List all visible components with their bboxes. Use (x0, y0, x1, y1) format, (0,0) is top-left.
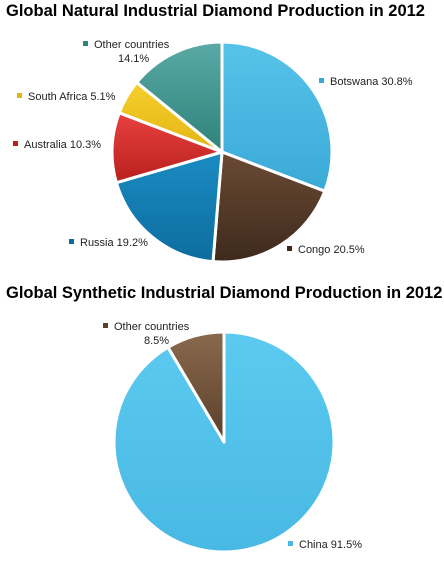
legend-marker (83, 41, 88, 46)
pie-slice-other-countries (166, 330, 226, 444)
pie-chart: China 91.5% Other countries 8.5% (103, 321, 362, 554)
slice-value-label: 8.5% (144, 335, 169, 347)
slice-label: Congo 20.5% (298, 244, 365, 256)
legend-marker (287, 246, 292, 251)
pie-slice-russia (114, 150, 224, 264)
legend-marker (319, 78, 324, 83)
pie-slice-botswana (220, 40, 334, 193)
slice-label: Botswana 30.8% (330, 76, 413, 88)
slice-label: China 91.5% (299, 539, 362, 551)
slice-label: South Africa 5.1% (28, 91, 116, 103)
synthetic-diamond-chart: Global Synthetic Industrial Diamond Prod… (0, 282, 444, 564)
natural-diamond-chart: Global Natural Industrial Diamond Produc… (0, 0, 444, 278)
pie-slice-congo (211, 150, 327, 264)
pie-slice-other-countries (135, 40, 224, 154)
legend-marker (17, 93, 22, 98)
slice-label: Australia 10.3% (24, 139, 101, 151)
legend-marker (103, 323, 108, 328)
legend-marker (13, 141, 18, 146)
slice-value-label: 14.1% (118, 53, 149, 65)
slice-label: Other countries (94, 39, 170, 51)
chart-title: Global Natural Industrial Diamond Produc… (6, 2, 425, 20)
slice-label: Other countries (114, 321, 190, 333)
legend-marker (288, 541, 293, 546)
legend-marker (69, 239, 74, 244)
chart-title: Global Synthetic Industrial Diamond Prod… (6, 284, 443, 302)
slice-label: Russia 19.2% (80, 237, 148, 249)
pie-chart: Botswana 30.8% Congo 20.5% Russia 19.2% Aus… (13, 39, 413, 264)
